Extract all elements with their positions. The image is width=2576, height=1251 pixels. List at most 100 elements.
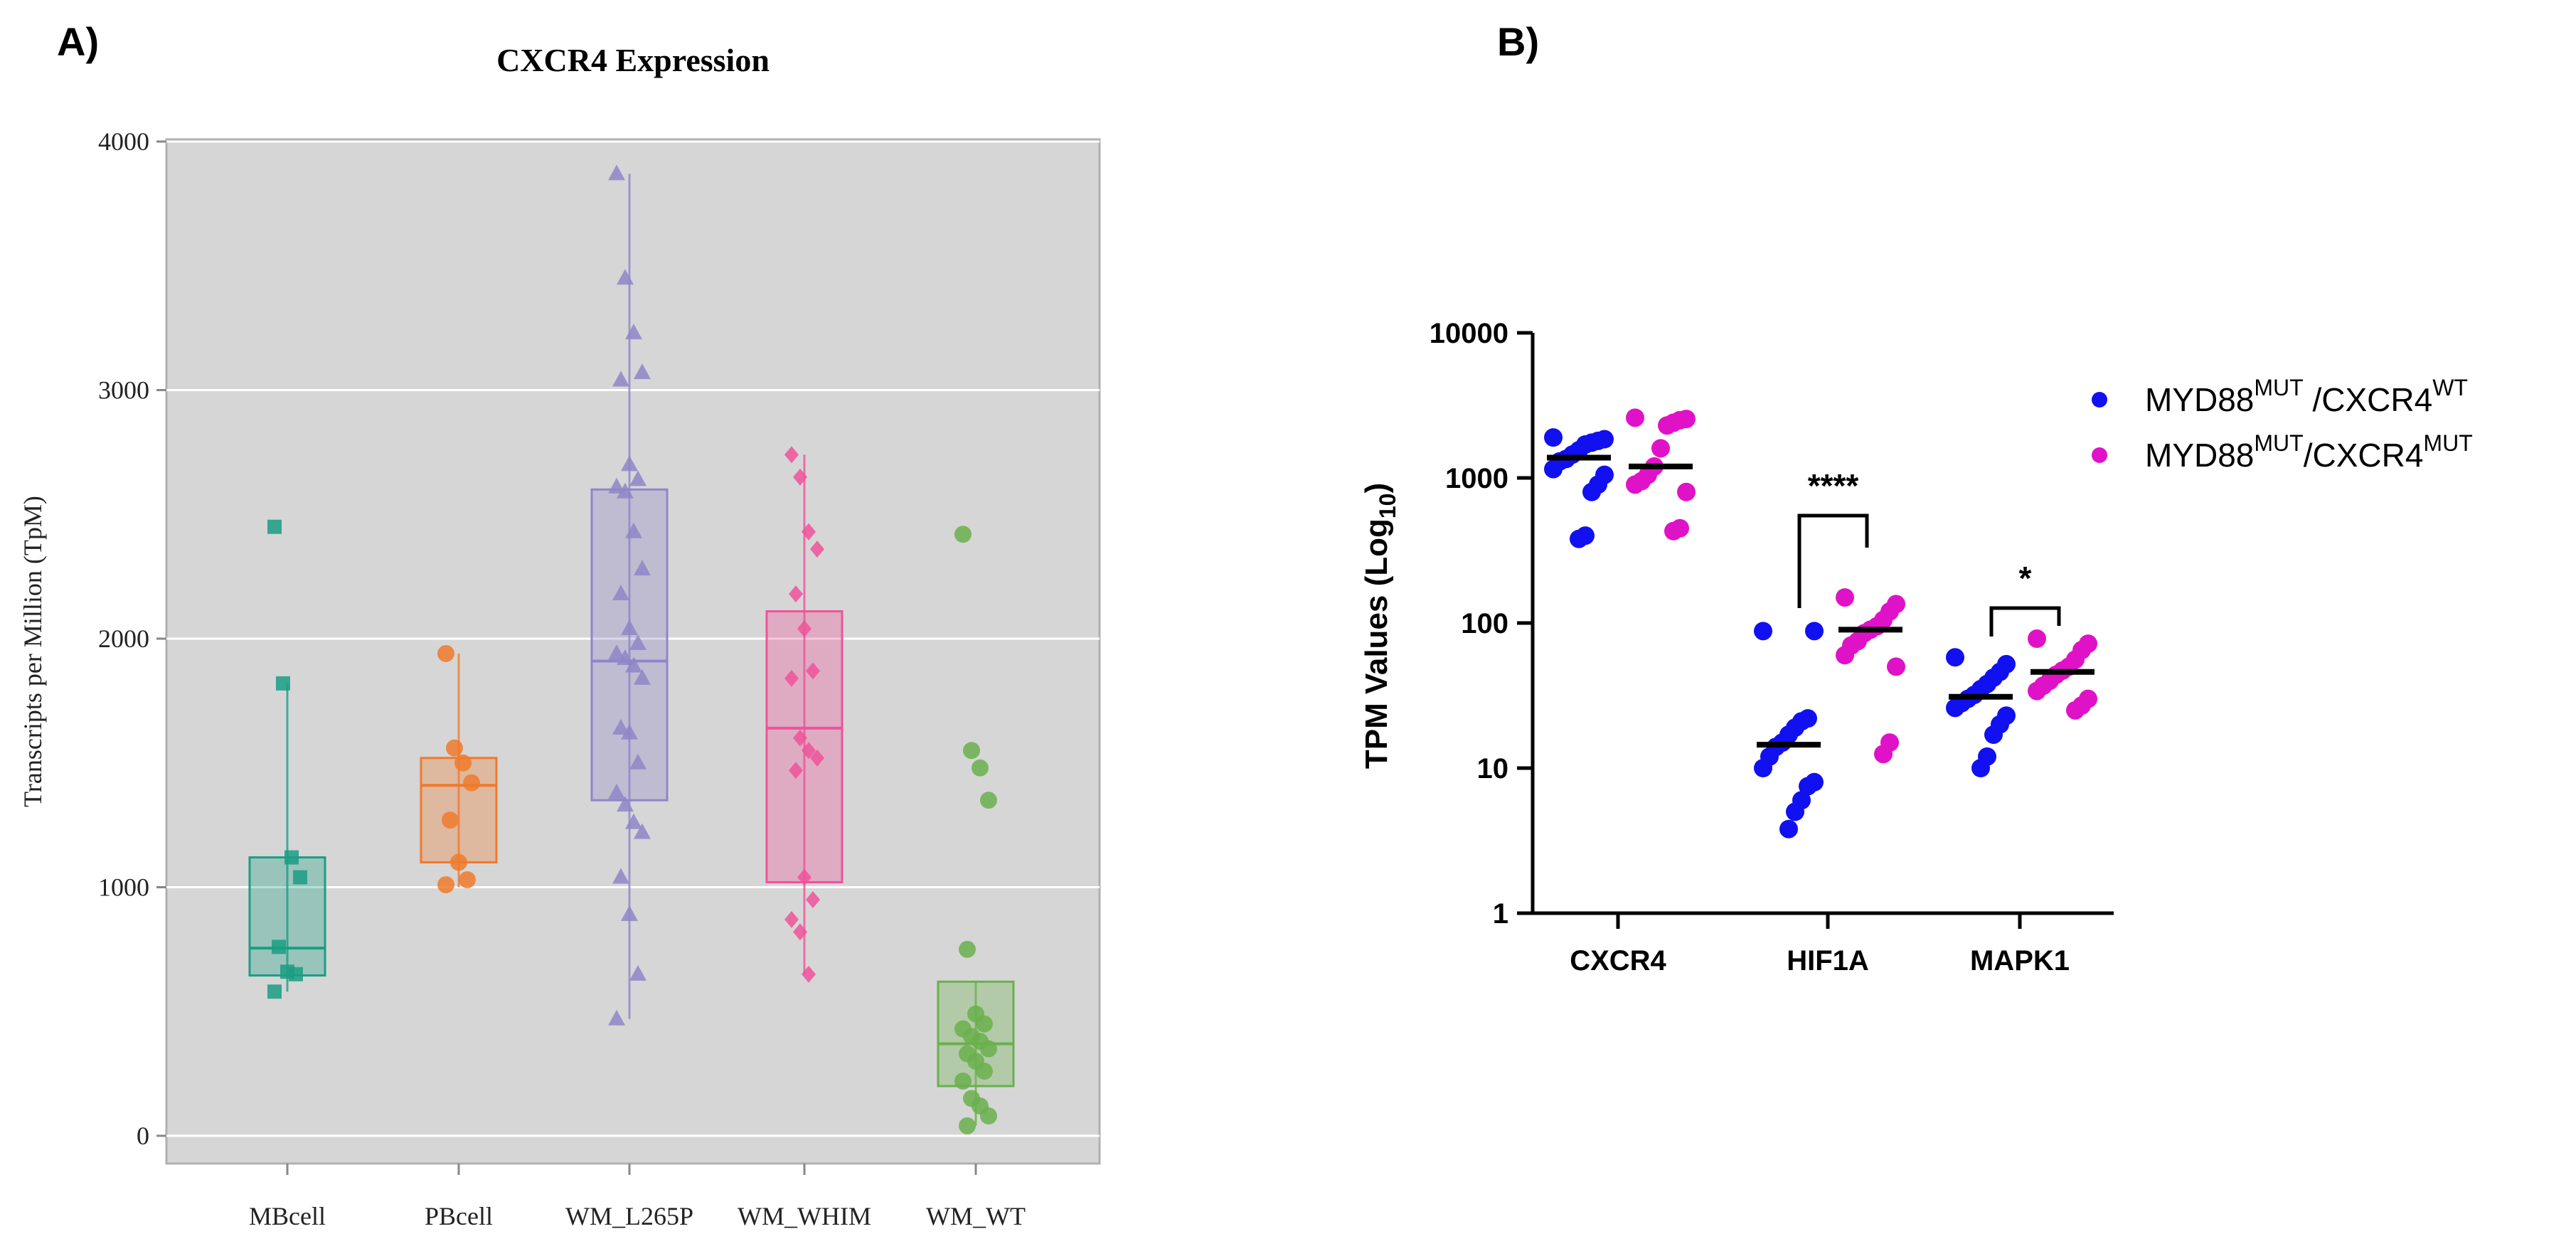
point-wm-l265p: [629, 470, 646, 486]
point-wm-whim: [793, 468, 807, 486]
point-wm-l265p: [612, 718, 629, 735]
point-wm-whim: [806, 662, 820, 680]
point-wm-whim: [793, 729, 807, 747]
y-tick-label: 4000: [98, 127, 149, 156]
chart-a-boxes: [248, 174, 1015, 1127]
point-series-2-mapk1: [2066, 701, 2085, 720]
chart-b-axes: [1517, 331, 2114, 929]
chart-b-points: [1544, 408, 2097, 839]
chart-a: 0 1000 2000 3000 4000 MBcell PBcell WM_L265P WM…: [18, 42, 1101, 1230]
point-series-2-mapk1: [2028, 681, 2046, 701]
point-wm-l265p: [608, 164, 625, 181]
point-pbcell: [442, 811, 459, 829]
point-pbcell: [459, 871, 476, 889]
point-wm-l265p: [625, 324, 642, 340]
point-wm-whim: [789, 585, 803, 603]
point-wm-l265p: [608, 477, 625, 494]
point-pbcell: [437, 644, 454, 662]
chart-a-title: CXCR4 Expression: [496, 42, 770, 78]
point-wm-l265p: [612, 585, 629, 601]
point-series-1-hif1a: [1805, 622, 1824, 641]
chart-a-points: [267, 164, 997, 1135]
box-pbcell: [420, 757, 498, 864]
point-wm-l265p: [629, 634, 646, 650]
point-wm-whim: [793, 923, 807, 941]
point-mbcell: [284, 850, 299, 865]
x-tick-label-cxcr4: CXCR4: [1570, 945, 1666, 976]
chart-b-significance: *****: [1797, 467, 2061, 637]
y-tick-label: 2000: [98, 624, 149, 653]
point-series-1-mapk1: [1971, 759, 1990, 777]
point-wm-l265p: [608, 1009, 625, 1026]
chart-a-plot-area: [165, 138, 1101, 1165]
point-pbcell: [463, 774, 480, 792]
point-series-1-cxcr4: [1570, 529, 1588, 548]
point-wm-wt: [976, 1063, 993, 1080]
point-pbcell: [454, 754, 472, 772]
legend-entry-series-2: MYD88MUT/CXCR4MUT: [2145, 430, 2473, 474]
x-tick-label-wm-l265p: WM_L265P: [565, 1202, 693, 1230]
chart-b-legend: MYD88MUT /CXCR4WT MYD88MUT/CXCR4MUT: [2092, 375, 2473, 474]
point-mbcell: [289, 967, 303, 981]
significance-label-mapk1: *: [2019, 560, 2032, 597]
point-wm-l265p: [629, 753, 646, 770]
chart-b-x-ticks: CXCR4 HIF1A MAPK1: [1570, 945, 2070, 976]
point-wm-l265p: [634, 560, 651, 576]
point-wm-l265p: [625, 813, 642, 829]
point-mbcell: [267, 984, 282, 999]
point-wm-wt: [963, 742, 980, 760]
chart-b-y-axis-label: TPM Values (Log10): [1359, 483, 1400, 769]
chart-a-gridlines: [166, 140, 1100, 1137]
point-series-1-cxcr4: [1544, 459, 1563, 479]
point-wm-l265p: [621, 905, 638, 921]
y-tick-label: 3000: [98, 376, 149, 405]
point-wm-l265p: [621, 723, 638, 740]
x-tick-label-mapk1: MAPK1: [1970, 945, 2070, 976]
point-series-2-cxcr4: [1651, 439, 1670, 458]
point-series-1-mapk1: [1984, 725, 2003, 744]
significance-bracket-hif1a: [1797, 513, 1869, 608]
box-mbcell: [248, 856, 326, 977]
point-wm-l265p: [634, 363, 651, 380]
point-wm-l265p: [629, 964, 646, 981]
significance-label-hif1a: ****: [1808, 467, 1859, 504]
point-wm-whim: [802, 523, 816, 541]
point-wm-whim: [789, 762, 803, 779]
y-tick-label: 10000: [1430, 318, 1508, 349]
point-wm-l265p: [617, 649, 634, 665]
chart-a-x-ticks: MBcell PBcell WM_L265P WM_WHIM WM_WT: [249, 1202, 1026, 1230]
panel-b-label: B): [1497, 19, 1539, 64]
point-wm-whim: [810, 749, 824, 767]
point-series-1-hif1a: [1799, 777, 1817, 796]
point-wm-wt: [972, 759, 989, 777]
point-wm-l265p: [617, 796, 634, 812]
box-wm-l265p: [590, 488, 669, 802]
point-wm-l265p: [625, 656, 642, 673]
point-series-2-hif1a: [1887, 657, 1905, 676]
panel-a-label: A): [57, 19, 99, 64]
point-wm-whim: [810, 541, 824, 558]
x-tick-label-wm-wt: WM_WT: [926, 1202, 1026, 1230]
point-wm-whim: [802, 742, 816, 760]
point-wm-wt: [980, 792, 997, 809]
y-tick-label: 1000: [1445, 463, 1508, 494]
point-pbcell: [450, 853, 467, 871]
point-series-1-cxcr4: [1582, 482, 1601, 501]
point-wm-wt: [976, 1015, 993, 1033]
point-wm-wt: [954, 1072, 972, 1090]
point-mbcell: [267, 519, 282, 534]
point-pbcell: [446, 739, 463, 757]
y-tick-label: 100: [1461, 608, 1508, 639]
legend-marker-series-2: [2092, 447, 2107, 463]
chart-b-y-ticks: 1 10 100 1000 10000: [1430, 318, 1508, 930]
chart-a-y-ticks: 0 1000 2000 3000 4000: [98, 127, 149, 1150]
point-mbcell: [272, 939, 286, 954]
x-tick-label-pbcell: PBcell: [425, 1202, 493, 1230]
point-wm-l265p: [621, 455, 638, 472]
point-wm-l265p: [617, 269, 634, 285]
chart-b-medians: [1547, 454, 2095, 748]
legend-marker-series-1: [2092, 392, 2107, 408]
point-wm-l265p: [608, 644, 625, 660]
y-tick-label: 1: [1493, 898, 1508, 930]
